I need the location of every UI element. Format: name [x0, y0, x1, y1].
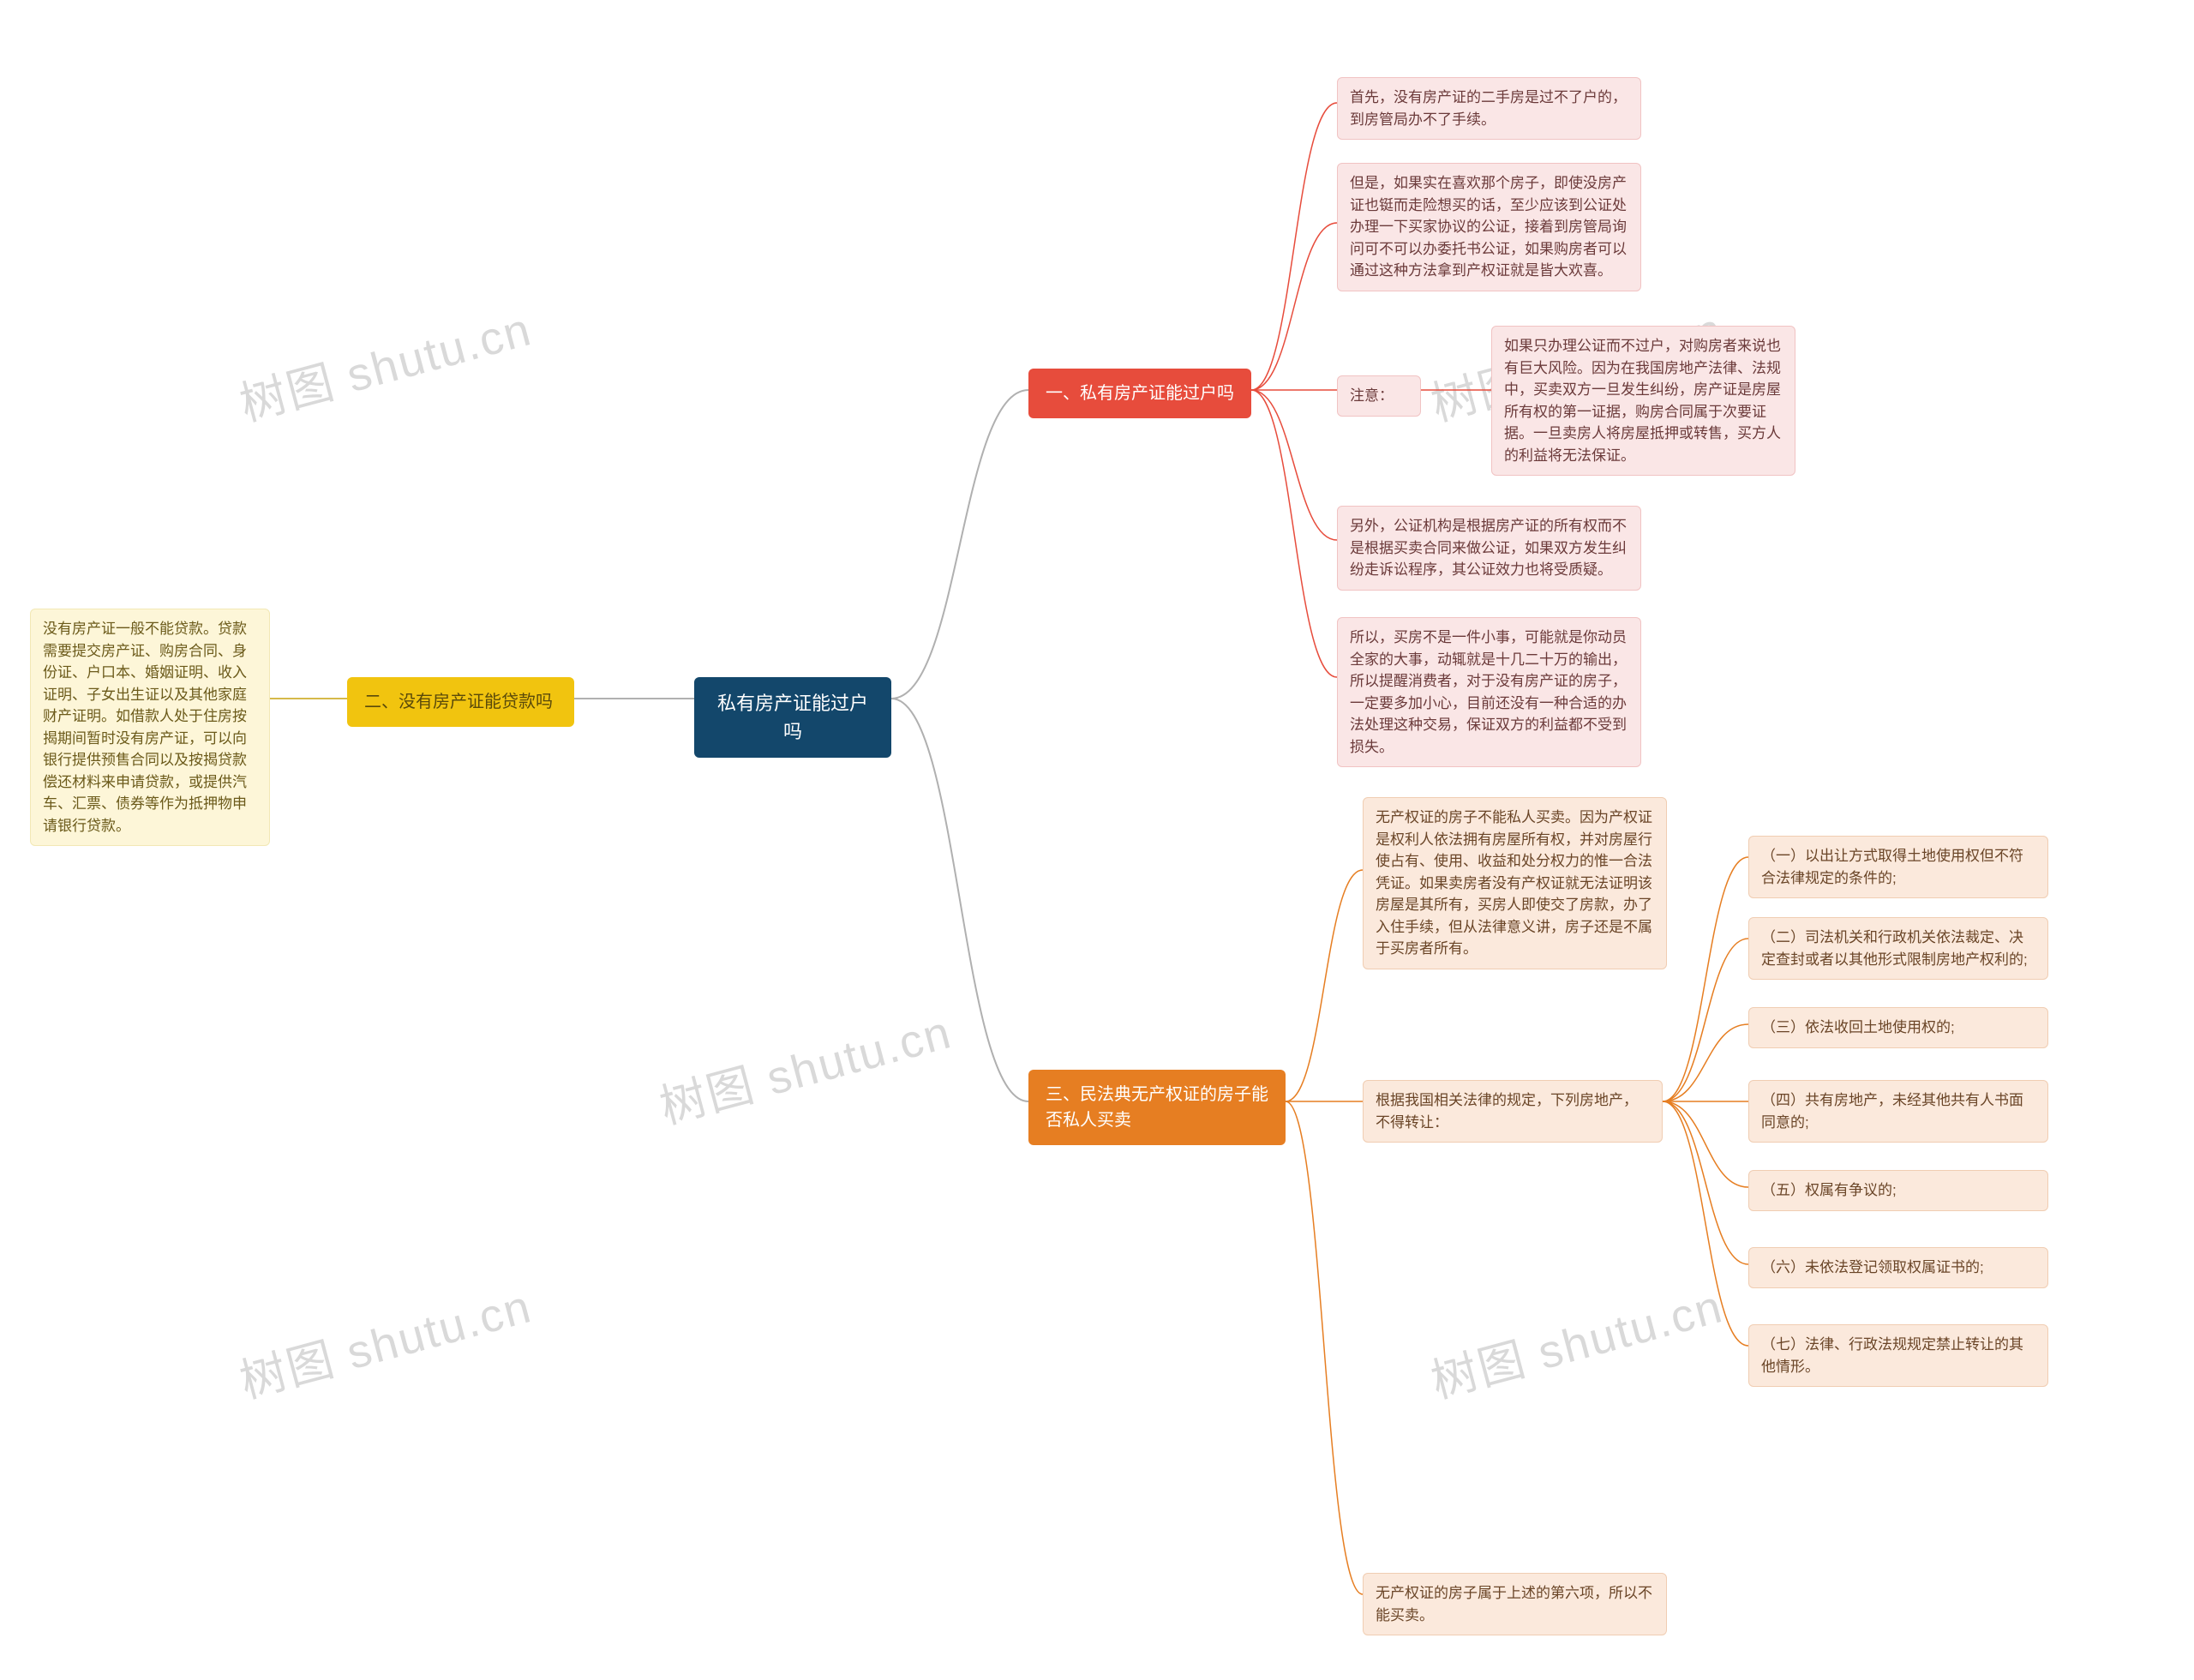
watermark: 树图 shutu.cn — [231, 291, 538, 435]
branch-3-leaf-b-label[interactable]: 根据我国相关法律的规定，下列房地产，不得转让： — [1363, 1080, 1663, 1143]
branch-3-item-3[interactable]: （三）依法收回土地使用权的; — [1748, 1007, 2048, 1048]
branch-3-leaf-a[interactable]: 无产权证的房子不能私人买卖。因为产权证是权利人依法拥有房屋所有权，并对房屋行使占… — [1363, 797, 1667, 969]
branch-1-leaf-d[interactable]: 另外，公证机构是根据房产证的所有权而不是根据买卖合同来做公证，如果双方发生纠纷走… — [1337, 506, 1641, 591]
branch-3-item-1[interactable]: （一）以出让方式取得土地使用权但不符合法律规定的条件的; — [1748, 836, 2048, 898]
branch-3-item-4[interactable]: （四）共有房地产，未经其他共有人书面同意的; — [1748, 1080, 2048, 1143]
branch-1-notice-label[interactable]: 注意： — [1337, 375, 1421, 417]
branch-3-item-5[interactable]: （五）权属有争议的; — [1748, 1170, 2048, 1211]
branch-2-leaf[interactable]: 没有房产证一般不能贷款。贷款需要提交房产证、购房合同、身份证、户口本、婚姻证明、… — [30, 609, 270, 846]
branch-3-item-7[interactable]: （七）法律、行政法规规定禁止转让的其他情形。 — [1748, 1324, 2048, 1387]
watermark: 树图 shutu.cn — [231, 1269, 538, 1412]
branch-1[interactable]: 一、私有房产证能过户吗 — [1028, 369, 1251, 418]
branch-1-leaf-b[interactable]: 但是，如果实在喜欢那个房子，即使没房产证也铤而走险想买的话，至少应该到公证处办理… — [1337, 163, 1641, 291]
branch-3[interactable]: 三、民法典无产权证的房子能否私人买卖 — [1028, 1070, 1286, 1145]
mindmap-root[interactable]: 私有房产证能过户吗 — [694, 677, 891, 758]
branch-3-item-6[interactable]: （六）未依法登记领取权属证书的; — [1748, 1247, 2048, 1288]
branch-1-leaf-a[interactable]: 首先，没有房产证的二手房是过不了户的，到房管局办不了手续。 — [1337, 77, 1641, 140]
branch-1-leaf-c[interactable]: 如果只办理公证而不过户，对购房者来说也有巨大风险。因为在我国房地产法律、法规中，… — [1491, 326, 1795, 476]
watermark: 树图 shutu.cn — [651, 994, 958, 1137]
branch-1-leaf-e[interactable]: 所以，买房不是一件小事，可能就是你动员全家的大事，动辄就是十几二十万的输出，所以… — [1337, 617, 1641, 767]
watermark: 树图 shutu.cn — [1423, 1269, 1729, 1412]
branch-3-item-2[interactable]: （二）司法机关和行政机关依法裁定、决定查封或者以其他形式限制房地产权利的; — [1748, 917, 2048, 980]
branch-3-leaf-c[interactable]: 无产权证的房子属于上述的第六项，所以不能买卖。 — [1363, 1573, 1667, 1635]
branch-2[interactable]: 二、没有房产证能贷款吗 — [347, 677, 574, 727]
